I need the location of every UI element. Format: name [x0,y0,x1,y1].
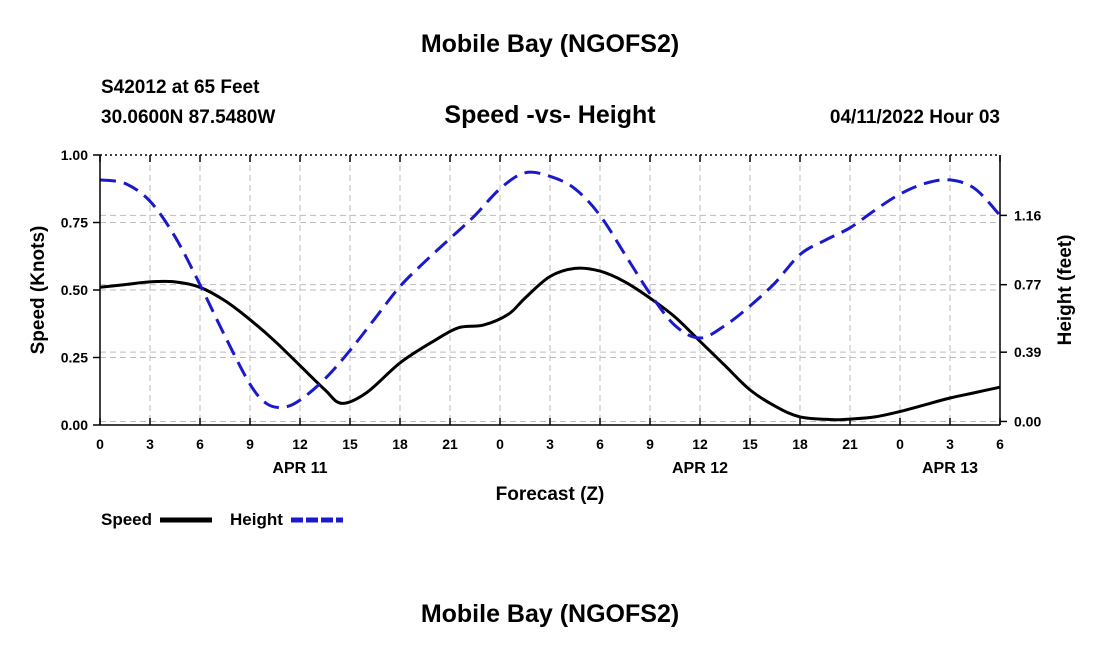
legend-height-label: Height [230,510,283,529]
x-tick-label: 15 [342,436,358,452]
forecast-date: 04/11/2022 Hour 03 [829,107,1000,128]
x-tick-label: 12 [692,436,708,452]
x-tick-label: 9 [646,436,654,452]
x-tick-label: 0 [896,436,904,452]
y2-tick-label: 0.77 [1014,277,1041,293]
x-tick-label: 18 [392,436,408,452]
x-tick-label: 21 [442,436,458,452]
x-tick-label: 12 [292,436,308,452]
y2-tick-label: 1.16 [1014,207,1041,223]
x-tick-label: 21 [842,436,858,452]
station-coordinates: 30.0600N 87.5480W [101,107,276,128]
footer-title: Mobile Bay (NGOFS2) [420,600,680,628]
plot-frame [93,154,1007,426]
series-line-height [99,170,1002,409]
y2-tick-label: 0.39 [1014,344,1041,360]
date-label: APR 11 [272,460,327,477]
axis-labels: 0 3 6 9 12 15 18 21 0 3 6 9 12 15 18 21 0 3 6 APR 11 APR 12 A… [28,147,1076,505]
x-tick-label: 3 [546,436,554,452]
y-tick-label: 0.00 [61,417,88,433]
x-tick-label: 6 [196,436,204,452]
x-tick-label: 9 [246,436,254,452]
date-label: APR 13 [922,460,978,477]
x-tick-label: 6 [596,436,604,452]
chart-title: Speed -vs- Height [444,101,656,129]
y-tick-label: 0.25 [61,350,88,366]
x-tick-label: 0 [96,436,104,452]
y-tick-label: 0.75 [61,215,88,231]
y-tick-label: 1.00 [61,147,88,163]
y2-axis-title: Height (feet) [1055,235,1076,346]
station-label: S42012 at 65 Feet [101,77,260,98]
x-tick-label: 18 [792,436,808,452]
y-tick-label: 0.50 [61,282,88,298]
y-axis-title: Speed (Knots) [28,226,49,355]
x-tick-label: 0 [496,436,504,452]
date-label: APR 12 [672,460,728,477]
x-tick-label: 15 [742,436,758,452]
main-title: Mobile Bay (NGOFS2) [420,30,680,58]
y2-tick-label: 0.00 [1014,413,1041,429]
legend-speed-label: Speed [101,510,153,529]
x-tick-label: 3 [946,436,954,452]
grid [100,155,1000,425]
x-tick-label: 3 [146,436,154,452]
x-axis-title: Forecast (Z) [496,484,605,505]
x-tick-label: 6 [996,436,1004,452]
